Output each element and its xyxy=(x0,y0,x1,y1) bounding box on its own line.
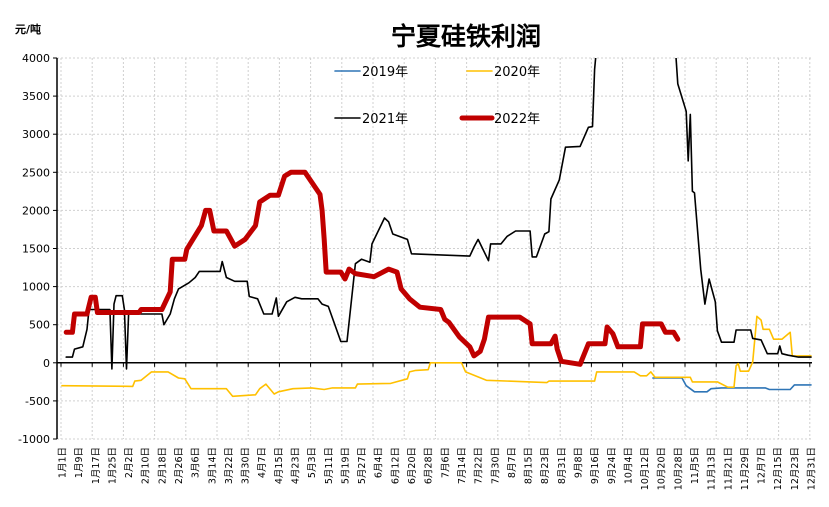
x-tick-label: 10月4日 xyxy=(623,447,634,484)
x-tick-label: 12月7日 xyxy=(757,447,768,484)
x-tick-label: 2月2日 xyxy=(124,447,135,478)
chart-title: 宁夏硅铁利润 xyxy=(391,22,541,51)
x-tick-label: 6月20日 xyxy=(407,447,418,484)
legend-label: 2022年 xyxy=(494,112,540,127)
x-tick-label: 4月23日 xyxy=(291,447,302,484)
x-tick-label: 4月15日 xyxy=(274,447,285,484)
x-tick-label: 5月3日 xyxy=(307,447,318,478)
series-line-2020年 xyxy=(61,315,812,398)
x-tick-label: 11月29日 xyxy=(740,447,751,490)
x-tick-label: 2月18日 xyxy=(157,447,168,484)
x-tick-label: 12月15日 xyxy=(773,447,784,490)
series-line-2021年 xyxy=(65,58,812,370)
x-tick-label: 11月13日 xyxy=(707,447,718,490)
y-tick-label: 0 xyxy=(43,357,50,370)
x-tick-label: 2月10日 xyxy=(141,447,152,484)
x-tick-label: 10月12日 xyxy=(640,447,651,490)
y-axis-unit: 元/吨 xyxy=(15,22,41,36)
x-tick-label: 1月25日 xyxy=(107,447,118,484)
legend-label: 2020年 xyxy=(494,65,540,80)
y-tick-label: 3000 xyxy=(22,128,50,141)
x-tick-label: 3月14日 xyxy=(207,447,218,484)
x-axis: 1月1日 1月9日 1月17日 1月25日 2月2日 2月10日 2月18日 2月26日 3月6… xyxy=(57,362,818,490)
x-tick-label: 7月6日 xyxy=(440,447,451,478)
x-tick-label: 8月15日 xyxy=(524,447,535,484)
x-tick-label: 9月8日 xyxy=(573,447,584,478)
x-tick-label: 12月31日 xyxy=(807,447,818,490)
x-tick-label: 8月23日 xyxy=(540,447,551,484)
y-tick-label: 500 xyxy=(29,319,50,332)
series-line-2022年 xyxy=(63,169,681,367)
x-tick-label: 8月7日 xyxy=(507,447,518,478)
x-tick-label: 5月27日 xyxy=(357,447,368,484)
x-tick-label: 7月30日 xyxy=(490,447,501,484)
x-tick-label: 1月9日 xyxy=(74,447,85,478)
x-tick-label: 8月31日 xyxy=(557,447,568,484)
series-line-2019年 xyxy=(652,377,812,393)
legend-label: 2019年 xyxy=(362,65,408,80)
x-tick-label: 9月16日 xyxy=(590,447,601,484)
x-tick-label: 12月23日 xyxy=(790,447,801,490)
x-tick-label: 6月12日 xyxy=(390,447,401,484)
x-tick-label: 4月7日 xyxy=(257,447,268,478)
y-tick-label: 1000 xyxy=(22,281,50,294)
x-tick-label: 9月24日 xyxy=(607,447,618,484)
x-tick-label: 11月21日 xyxy=(723,447,734,490)
y-tick-label: 4000 xyxy=(22,52,50,65)
y-tick-label: 2000 xyxy=(22,204,50,217)
x-tick-label: 7月22日 xyxy=(474,447,485,484)
legend-label: 2021年 xyxy=(362,112,408,127)
x-tick-label: 5月11日 xyxy=(324,447,335,484)
x-tick-label: 3月30日 xyxy=(241,447,252,484)
y-tick-label: 1500 xyxy=(22,243,50,256)
x-tick-label: 3月22日 xyxy=(224,447,235,484)
x-tick-label: 10月20日 xyxy=(657,447,668,490)
x-tick-label: 5月19日 xyxy=(340,447,351,484)
x-tick-label: 3月6日 xyxy=(191,447,202,478)
series-lines xyxy=(61,58,812,398)
x-tick-label: 1月17日 xyxy=(91,447,102,484)
x-tick-label: 7月14日 xyxy=(457,447,468,484)
x-tick-label: 2月26日 xyxy=(174,447,185,484)
x-tick-label: 6月4日 xyxy=(374,447,385,478)
y-axis: -1000 -500 0 500 1000 1500 2000 2500 3000 3500 400… xyxy=(18,52,58,446)
y-tick-label: -500 xyxy=(25,395,50,408)
y-tick-label: 2500 xyxy=(22,166,50,179)
y-tick-label: 3500 xyxy=(22,90,50,103)
x-tick-label: 6月28日 xyxy=(424,447,435,484)
x-tick-label: 1月1日 xyxy=(58,447,69,478)
y-tick-label: -1000 xyxy=(18,433,50,446)
x-tick-label: 11月5日 xyxy=(690,447,701,484)
legend: 2019年 2020年 2021年 2022年 xyxy=(334,65,540,127)
x-tick-label: 10月28日 xyxy=(673,447,684,490)
